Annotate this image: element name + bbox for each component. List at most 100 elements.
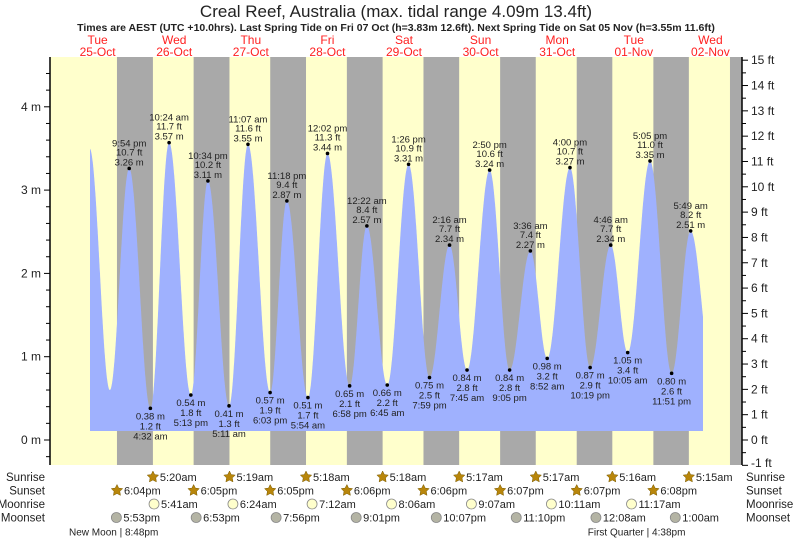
low-tide-point bbox=[268, 390, 272, 395]
right-axis-label: 15 ft bbox=[751, 53, 775, 67]
left-axis-label: 0 m bbox=[21, 433, 41, 447]
sunrise-star-icon bbox=[529, 470, 543, 483]
moonset-row-label: Moonset bbox=[1, 513, 46, 525]
sunrise-time: 5:17am bbox=[466, 472, 503, 484]
low-tide-point bbox=[669, 371, 674, 376]
high-tide-point bbox=[487, 168, 492, 172]
day-of-week-label: Fri bbox=[320, 33, 334, 47]
high-tide-point bbox=[127, 166, 131, 171]
sunset-time: 6:05pm bbox=[277, 486, 314, 498]
high-tide-point bbox=[447, 243, 452, 247]
sunrise-star-icon bbox=[452, 470, 466, 483]
tide-area bbox=[90, 142, 703, 431]
high-tide-time-label: 9:54 pm bbox=[112, 138, 146, 149]
sunrise-time: 5:18am bbox=[390, 472, 427, 484]
high-tide-point bbox=[365, 224, 369, 228]
moonrise-icon bbox=[626, 498, 637, 510]
high-tide-ft-label: 11.6 ft bbox=[235, 123, 261, 134]
low-tide-ft-label: 2.9 ft bbox=[580, 381, 601, 392]
low-tide-point bbox=[347, 384, 352, 388]
high-tide-time-label: 10:24 am bbox=[149, 113, 189, 124]
low-tide-point bbox=[385, 383, 390, 387]
sunset-star-icon bbox=[340, 483, 354, 496]
low-tide-point bbox=[306, 395, 310, 400]
high-tide-m-label: 3.55 m bbox=[233, 133, 262, 144]
high-tide-ft-label: 8.4 ft bbox=[356, 205, 377, 216]
high-tide-point bbox=[206, 179, 210, 183]
moonrise-icon bbox=[227, 498, 239, 510]
right-axis-label: 12 ft bbox=[751, 129, 775, 143]
low-tide-time-label: 11:51 pm bbox=[652, 396, 691, 407]
low-tide-time-label: 5:11 am bbox=[212, 429, 246, 440]
high-tide-time-label: 11:18 pm bbox=[267, 171, 306, 182]
right-axis-label: 14 ft bbox=[751, 79, 775, 93]
sunset-star-icon bbox=[110, 483, 124, 496]
low-tide-time-label: 6:58 pm bbox=[332, 409, 366, 420]
day-of-week-label: Mon bbox=[546, 33, 569, 47]
sunset-time: 6:04pm bbox=[124, 486, 161, 498]
moonset-icon bbox=[510, 512, 522, 523]
sunrise-star-icon bbox=[376, 470, 389, 483]
high-tide-m-label: 2.51 m bbox=[676, 220, 705, 231]
chart-subtitle: Times are AEST (UTC +10.0hrs). Last Spri… bbox=[77, 22, 715, 34]
sunset-time: 6:07pm bbox=[507, 486, 544, 498]
high-tide-m-label: 3.11 m bbox=[194, 170, 222, 181]
high-tide-m-label: 2.27 m bbox=[516, 240, 545, 251]
high-tide-time-label: 3:36 am bbox=[513, 221, 547, 232]
sunset-time: 6:06pm bbox=[354, 486, 391, 498]
moonset-time: 9:01pm bbox=[363, 513, 400, 525]
moonset-time: 5:53pm bbox=[123, 513, 160, 525]
low-tide-m-label: 1.05 m bbox=[613, 356, 642, 367]
high-tide-point bbox=[568, 165, 572, 170]
high-tide-point bbox=[608, 243, 613, 247]
high-tide-ft-label: 8.2 ft bbox=[680, 210, 701, 221]
high-tide-time-label: 2:50 pm bbox=[472, 140, 506, 151]
moonset-icon bbox=[110, 512, 122, 523]
low-tide-m-label: 0.66 m bbox=[373, 388, 402, 399]
high-tide-ft-label: 9.4 ft bbox=[276, 180, 297, 191]
date-label: 29-Oct bbox=[386, 45, 423, 59]
sun-moon-rows: Sunrise Sunrise 5:20am 5:19am 5:18am 5:18am 5:… bbox=[0, 470, 793, 539]
moonset-time: 7:56pm bbox=[283, 513, 320, 525]
high-tide-m-label: 3.57 m bbox=[155, 132, 184, 143]
date-label: 25-Oct bbox=[80, 45, 117, 59]
low-tide-time-label: 6:45 am bbox=[370, 408, 404, 419]
low-tide-ft-label: 1.9 ft bbox=[260, 406, 281, 417]
right-axis-label: 0 ft bbox=[751, 433, 768, 447]
moonset-row-label-right: Moonset bbox=[746, 513, 791, 525]
right-axis-label: 5 ft bbox=[751, 306, 768, 320]
left-axis-label: 2 m bbox=[21, 266, 41, 280]
high-tide-time-label: 5:49 am bbox=[674, 201, 708, 212]
day-of-week-label: Sun bbox=[470, 33, 491, 47]
high-tide-ft-label: 10.6 ft bbox=[476, 149, 503, 160]
high-tide-ft-label: 7.4 ft bbox=[520, 230, 541, 241]
sunrise-star-icon bbox=[146, 470, 160, 483]
low-tide-point bbox=[507, 368, 512, 372]
right-axis-label: 9 ft bbox=[751, 205, 768, 219]
high-tide-m-label: 2.34 m bbox=[596, 234, 625, 245]
high-tide-ft-label: 11.7 ft bbox=[156, 122, 182, 133]
date-label: 30-Oct bbox=[463, 45, 500, 59]
moonrise-icon bbox=[546, 498, 557, 510]
low-tide-point bbox=[465, 368, 469, 372]
sunrise-time: 5:19am bbox=[236, 472, 273, 484]
moonrise-icon bbox=[148, 498, 160, 510]
low-tide-point bbox=[427, 375, 432, 380]
day-of-week-label: Tue bbox=[624, 33, 645, 47]
moonrise-row-label-right: Moonrise bbox=[746, 499, 793, 511]
moonset-time: 6:53pm bbox=[203, 513, 240, 525]
high-tide-time-label: 12:02 pm bbox=[308, 123, 348, 134]
sunrise-star-icon bbox=[299, 470, 313, 483]
date-label: 26-Oct bbox=[156, 45, 193, 59]
moonset-icon bbox=[350, 512, 362, 523]
low-tide-ft-label: 1.3 ft bbox=[218, 419, 239, 430]
sunset-time: 6:06pm bbox=[430, 486, 467, 498]
high-tide-point bbox=[648, 159, 652, 163]
low-tide-point bbox=[588, 365, 592, 370]
high-tide-ft-label: 10.9 ft bbox=[395, 143, 422, 154]
moonset-time: 1:00am bbox=[682, 513, 719, 525]
moonrise-row-label: Moonrise bbox=[0, 499, 45, 511]
sunset-time: 6:05pm bbox=[201, 486, 238, 498]
moonset-icon bbox=[270, 512, 282, 523]
